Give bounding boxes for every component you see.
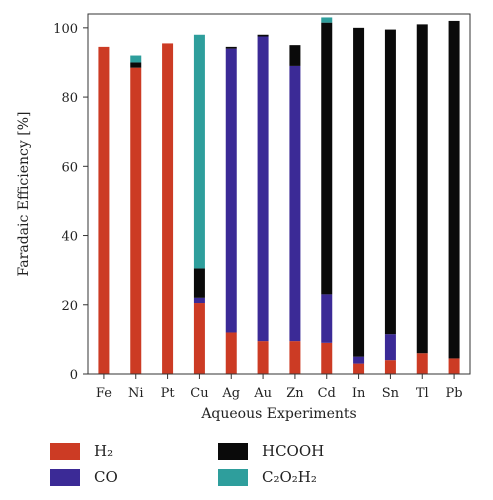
bar-in-h2 — [353, 363, 365, 374]
x-tick-label-sn: Sn — [382, 386, 400, 401]
legend-swatch-c2o2h2 — [218, 468, 248, 486]
x-tick-label-pb: Pb — [446, 386, 463, 401]
bar-pb-hcooh — [448, 20, 460, 359]
legend: H₂ CO HCOOH C₂O₂H₂ — [30, 436, 470, 492]
bar-ni-hcooh — [130, 62, 142, 68]
legend-label-hcooh: HCOOH — [262, 442, 325, 460]
x-tick-label-tl: Tl — [416, 386, 429, 401]
bar-chart: 0 20 40 60 80 100 Fe Ni Pt Cu Ag Au Zn Cd In Sn Tl Pb Aq… — [16, 13, 471, 422]
x-tick-label-pt: Pt — [161, 386, 176, 401]
legend-item-h2: H₂ — [50, 442, 113, 460]
bar-cu-co — [193, 297, 205, 304]
x-tick-label-ni: Ni — [128, 386, 144, 401]
y-tick-label-40: 40 — [61, 230, 78, 245]
y-tick-label-100: 100 — [53, 22, 78, 37]
bar-au-hcooh — [257, 34, 269, 37]
bar-au-h2 — [257, 341, 269, 374]
bar-cu-h2 — [193, 303, 205, 374]
legend-swatch-h2 — [50, 442, 80, 460]
bar-zn-h2 — [289, 341, 301, 374]
bar-tl-h2 — [416, 353, 428, 374]
bar-cd-co — [321, 294, 333, 343]
legend-item-co: CO — [50, 468, 118, 486]
bar-pt-h2 — [162, 43, 174, 375]
bar-sn-co — [384, 334, 396, 361]
x-tick-label-in: In — [352, 386, 366, 401]
bar-ni-c2o2h2 — [130, 55, 142, 63]
bar-in-co — [353, 356, 365, 364]
y-tick-label-60: 60 — [61, 160, 78, 175]
y-tick-label-20: 20 — [61, 299, 78, 314]
bar-cu-hcooh — [193, 268, 205, 298]
bar-fe-h2 — [98, 46, 110, 374]
x-axis: Fe Ni Pt Cu Ag Au Zn Cd In Sn Tl Pb — [96, 374, 463, 401]
x-axis-title: Aqueous Experiments — [200, 406, 356, 422]
x-tick-label-fe: Fe — [96, 386, 112, 401]
legend-label-co: CO — [94, 468, 118, 486]
bars-layer — [98, 17, 460, 375]
legend-label-c2o2h2: C₂O₂H₂ — [262, 468, 317, 486]
y-tick-label-0: 0 — [70, 368, 78, 383]
bar-tl-hcooh — [416, 24, 428, 354]
bar-cd-h2 — [321, 342, 333, 374]
legend-swatch-hcooh — [218, 442, 248, 460]
bar-au-co — [257, 36, 269, 342]
bar-cu-c2o2h2 — [193, 34, 205, 269]
legend-swatch-co — [50, 468, 80, 486]
legend-label-h2: H₂ — [94, 442, 114, 460]
bar-cd-c2o2h2 — [321, 17, 333, 23]
bar-zn-co — [289, 65, 301, 342]
legend-item-c2o2h2: C₂O₂H₂ — [218, 468, 317, 486]
bar-zn-hcooh — [289, 45, 301, 66]
y-axis-title: Faradaic Efficiency [%] — [16, 112, 32, 277]
x-tick-label-ag: Ag — [221, 386, 240, 401]
bar-ni-h2 — [130, 67, 142, 375]
legend-item-hcooh: HCOOH — [218, 442, 324, 460]
bar-cd-hcooh — [321, 22, 333, 295]
x-tick-label-cd: Cd — [318, 386, 336, 401]
x-tick-label-cu: Cu — [190, 386, 208, 401]
x-tick-label-au: Au — [253, 386, 272, 401]
y-tick-label-80: 80 — [61, 91, 78, 106]
x-tick-label-zn: Zn — [286, 386, 304, 401]
plot-frame — [87, 13, 471, 375]
bar-ag-hcooh — [225, 46, 237, 49]
bar-ag-h2 — [225, 332, 237, 374]
bar-ag-co — [225, 48, 237, 333]
bar-in-hcooh — [353, 27, 365, 357]
bar-sn-h2 — [384, 360, 396, 374]
y-axis: 0 20 40 60 80 100 — [53, 22, 88, 383]
bar-sn-hcooh — [384, 29, 396, 335]
bar-pb-h2 — [448, 358, 460, 374]
